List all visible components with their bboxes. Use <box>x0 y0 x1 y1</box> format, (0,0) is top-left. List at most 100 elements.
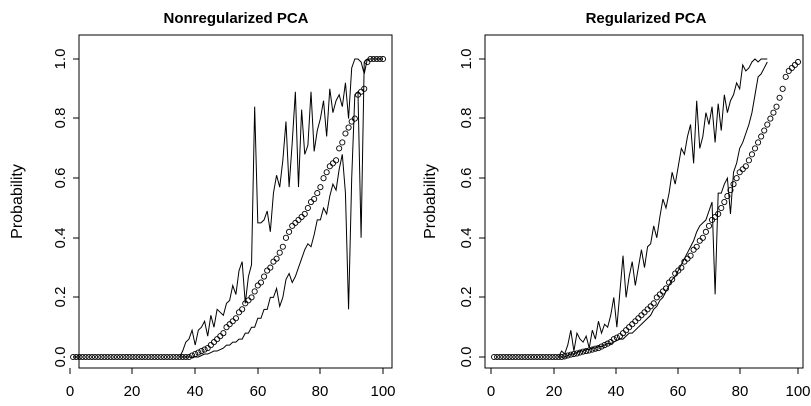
data-point <box>530 353 538 361</box>
data-point <box>239 306 246 313</box>
data-point <box>724 193 731 200</box>
data-point <box>345 124 352 131</box>
data-point <box>113 353 120 361</box>
data-point <box>690 246 697 253</box>
data-point <box>286 228 293 235</box>
data-point <box>76 353 83 361</box>
data-point <box>154 353 161 361</box>
data-point <box>641 309 648 316</box>
data-point <box>537 353 544 361</box>
data-point <box>192 350 199 358</box>
data-point <box>289 222 296 229</box>
data-point <box>117 353 124 361</box>
data-point <box>217 333 224 340</box>
data-point <box>279 243 286 250</box>
data-point <box>311 196 318 203</box>
data-point <box>358 88 365 95</box>
chart-title: Nonregularized PCA <box>163 10 308 27</box>
data-point <box>292 219 299 226</box>
x-tick-label: 0 <box>66 383 74 400</box>
data-point <box>742 163 749 170</box>
data-point <box>696 237 703 244</box>
data-point <box>339 139 346 146</box>
plot-frame <box>78 34 393 369</box>
data-point <box>567 351 574 358</box>
data-point <box>699 234 706 241</box>
data-point <box>739 166 746 173</box>
data-point <box>764 121 771 128</box>
data-point <box>307 198 315 206</box>
data-point <box>261 273 268 280</box>
x-tick-label: 60 <box>670 383 687 400</box>
data-point <box>170 353 177 361</box>
x-tick-label: 20 <box>124 383 141 400</box>
data-point <box>644 306 651 313</box>
data-point <box>635 315 642 322</box>
data-point <box>794 58 802 66</box>
data-point <box>85 353 92 361</box>
data-point <box>727 187 734 194</box>
data-point <box>647 303 654 310</box>
data-point <box>298 213 305 220</box>
data-point <box>314 190 321 197</box>
data-point <box>138 353 146 361</box>
x-tick-label: 40 <box>187 383 204 400</box>
data-point <box>705 222 713 229</box>
y-tick-label: 0.6 <box>52 168 69 189</box>
data-point <box>82 353 89 361</box>
data-point <box>201 346 208 353</box>
data-point <box>506 353 513 361</box>
data-point <box>267 264 274 271</box>
data-point <box>515 353 522 361</box>
data-point <box>497 353 504 361</box>
data-point <box>107 353 114 361</box>
data-point <box>616 333 623 340</box>
data-point <box>226 321 233 328</box>
data-point <box>342 130 349 137</box>
data-point <box>619 330 627 337</box>
x-tick-label: 100 <box>785 383 810 400</box>
data-point <box>693 243 700 250</box>
data-point <box>638 312 645 319</box>
y-tick-label: 0.6 <box>458 168 475 189</box>
data-point <box>592 345 599 352</box>
data-point <box>257 279 264 286</box>
data-point <box>101 353 108 361</box>
data-point <box>702 228 709 235</box>
data-point <box>326 163 333 170</box>
data-point <box>245 297 252 304</box>
data-point <box>564 352 571 359</box>
y-tick-label: 0.2 <box>52 287 69 308</box>
chart-panel-1: Nonregularized PCA Probability 0 20 40 60 80 10… <box>9 10 396 400</box>
data-point <box>718 204 725 212</box>
y-tick-label: 0.0 <box>458 347 475 368</box>
data-point <box>761 127 768 134</box>
data-point <box>500 353 507 361</box>
data-point <box>167 353 174 361</box>
y-tick-label: 0.2 <box>458 287 475 308</box>
data-point <box>276 249 283 256</box>
data-point <box>687 252 694 259</box>
x-tick-label: 20 <box>546 383 563 400</box>
data-point <box>220 330 227 337</box>
interval-line-lower <box>179 58 383 358</box>
data-point <box>332 157 340 164</box>
data-point <box>98 353 105 361</box>
data-point <box>580 348 587 355</box>
data-point <box>129 353 136 361</box>
y-tick-label: 1.0 <box>458 49 475 70</box>
data-point <box>104 353 111 361</box>
data-point <box>527 353 534 361</box>
data-point <box>317 184 324 191</box>
data-point <box>148 353 155 361</box>
data-point <box>491 353 498 361</box>
data-point <box>779 85 786 92</box>
data-point <box>549 353 556 361</box>
data-point <box>650 300 657 307</box>
y-tick-label: 0.4 <box>52 228 69 249</box>
data-point <box>88 353 95 361</box>
data-point <box>163 353 171 361</box>
chart-title: Regularized PCA <box>586 10 707 27</box>
data-point <box>270 258 277 265</box>
